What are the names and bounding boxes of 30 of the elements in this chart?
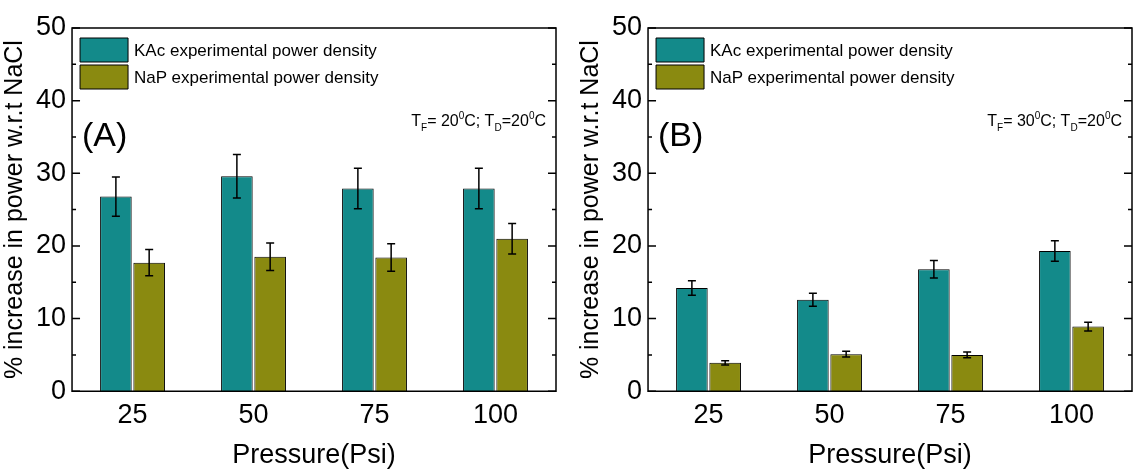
legend-label: KAc experimental power density xyxy=(134,40,378,60)
x-tick-label: 25 xyxy=(117,398,148,429)
y-tick-label: 50 xyxy=(611,11,643,42)
legend-label: NaP experimental power density xyxy=(134,67,379,87)
x-tick-label: 100 xyxy=(1048,398,1095,429)
y-tick-label: 0 xyxy=(51,374,67,405)
y-axis-title: % increase in power w.r.t NaCl xyxy=(574,40,603,380)
legend-label: NaP experimental power density xyxy=(710,67,955,87)
x-tick-label: 50 xyxy=(238,398,269,429)
y-tick-label: 30 xyxy=(611,156,643,187)
y-tick-label: 30 xyxy=(35,156,67,187)
y-tick-label: 0 xyxy=(627,374,643,405)
x-axis-title: Pressure(Psi) xyxy=(232,439,396,470)
x-tick-label: 50 xyxy=(814,398,845,429)
y-tick-label: 40 xyxy=(35,84,67,115)
y-tick-label: 10 xyxy=(611,302,643,333)
y-tick-label: 10 xyxy=(35,302,67,333)
x-tick-label: 100 xyxy=(472,398,519,429)
y-tick-label: 40 xyxy=(611,84,643,115)
x-tick-label: 75 xyxy=(359,398,390,429)
x-axis-title: Pressure(Psi) xyxy=(808,439,972,470)
y-axis-title: % increase in power w.r.t NaCl xyxy=(0,40,27,380)
legend-label: KAc experimental power density xyxy=(710,40,954,60)
annotation: (B) xyxy=(658,115,704,153)
x-tick-label: 75 xyxy=(935,398,966,429)
y-tick-label: 20 xyxy=(35,229,67,260)
y-tick-label: 50 xyxy=(35,11,67,42)
annotation: (A) xyxy=(82,115,128,153)
x-tick-label: 25 xyxy=(693,398,724,429)
y-tick-label: 20 xyxy=(611,229,643,260)
